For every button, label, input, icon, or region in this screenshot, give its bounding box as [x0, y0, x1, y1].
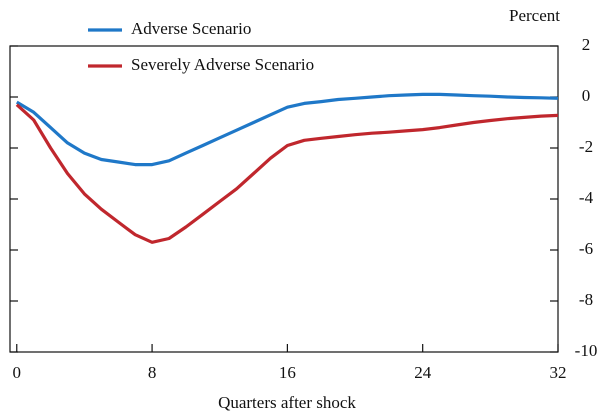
y-axis-unit: Percent: [509, 6, 560, 25]
x-tick-label: 0: [13, 363, 22, 382]
x-tick-label: 8: [148, 363, 157, 382]
x-tick-label: 32: [550, 363, 567, 382]
x-tick-label: 16: [279, 363, 296, 382]
legend-label: Adverse Scenario: [131, 19, 251, 38]
y-tick-label: -8: [579, 290, 593, 309]
y-tick-label: -6: [579, 239, 593, 258]
y-tick-label: 0: [582, 86, 591, 105]
x-axis-label: Quarters after shock: [218, 393, 356, 412]
x-tick-label: 24: [414, 363, 432, 382]
legend-label: Severely Adverse Scenario: [131, 55, 314, 74]
series-line: [15, 92, 559, 167]
series-line: [15, 103, 559, 244]
y-tick-label: -10: [575, 341, 598, 360]
y-tick-label: -2: [579, 137, 593, 156]
y-tick-label: -4: [579, 188, 594, 207]
y-tick-label: 2: [582, 35, 591, 54]
